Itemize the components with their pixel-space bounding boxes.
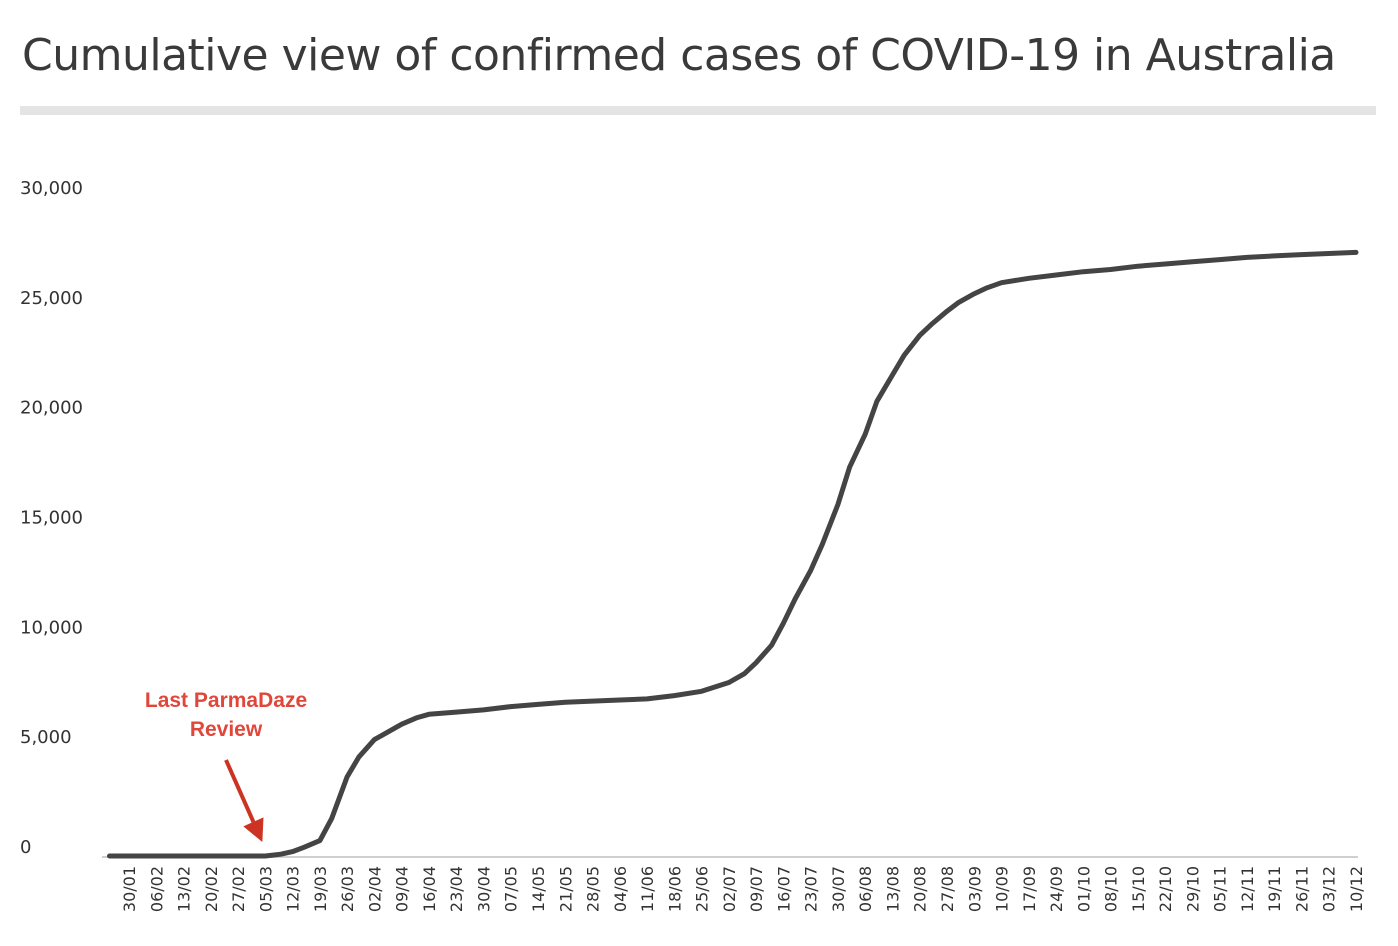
y-tick-label: 10,000 <box>20 617 83 638</box>
x-tick-label: 13/08 <box>883 866 902 912</box>
x-tick-label: 08/10 <box>1102 866 1121 912</box>
x-tick-label: 12/03 <box>284 866 303 912</box>
x-tick-label: 15/10 <box>1129 866 1148 912</box>
x-tick-label: 30/04 <box>474 866 493 912</box>
y-tick-label: 0 <box>20 837 31 858</box>
annotation-label: Last ParmaDaze <box>145 689 307 712</box>
x-tick-label: 21/05 <box>556 866 575 912</box>
x-tick-label: 20/08 <box>911 866 930 912</box>
x-tick-label: 01/10 <box>1074 866 1093 912</box>
x-tick-label: 28/05 <box>584 866 603 912</box>
x-tick-label: 05/03 <box>256 866 275 912</box>
annotation-arrow-shaft <box>224 759 256 823</box>
x-tick-label: 06/02 <box>147 866 166 912</box>
x-tick-label: 30/07 <box>829 866 848 912</box>
x-tick-label: 13/02 <box>175 866 194 912</box>
x-tick-label: 26/11 <box>1292 866 1311 912</box>
chart-title: Cumulative view of confirmed cases of CO… <box>22 30 1336 81</box>
x-tick-label: 16/07 <box>774 866 793 912</box>
x-tick-label: 12/11 <box>1238 866 1257 912</box>
x-tick-label: 06/08 <box>856 866 875 912</box>
x-tick-label: 18/06 <box>665 866 684 912</box>
x-tick-label: 04/06 <box>611 866 630 912</box>
y-tick-label: 20,000 <box>20 398 83 419</box>
title-divider <box>20 106 1376 115</box>
y-tick-label: 30,000 <box>20 178 83 199</box>
x-tick-label: 23/04 <box>447 866 466 912</box>
x-tick-label: 10/12 <box>1347 866 1366 912</box>
cases-series-line <box>107 249 1359 859</box>
x-tick-label: 22/10 <box>1156 866 1175 912</box>
x-tick-label: 09/07 <box>747 866 766 912</box>
x-tick-label: 02/07 <box>720 866 739 912</box>
x-tick-label: 16/04 <box>420 866 439 912</box>
x-tick-label: 03/12 <box>1320 866 1339 912</box>
y-tick-label: 15,000 <box>20 508 83 529</box>
x-tick-label: 25/06 <box>693 866 712 912</box>
annotation-arrow-head <box>243 817 264 842</box>
x-tick-label: 23/07 <box>802 866 821 912</box>
x-tick-label: 27/08 <box>938 866 957 912</box>
x-tick-label: 05/11 <box>1211 866 1230 912</box>
annotation-label: Review <box>190 718 263 741</box>
y-tick-label: 25,000 <box>20 288 83 309</box>
x-tick-label: 19/11 <box>1265 866 1284 912</box>
x-tick-label: 03/09 <box>965 866 984 912</box>
y-tick-label: 5,000 <box>20 727 72 748</box>
x-tick-label: 02/04 <box>365 866 384 912</box>
x-tick-label: 30/01 <box>120 866 139 912</box>
x-tick-label: 20/02 <box>202 866 221 912</box>
x-tick-label: 14/05 <box>529 866 548 912</box>
x-tick-label: 17/09 <box>1020 866 1039 912</box>
x-tick-label: 29/10 <box>1183 866 1202 912</box>
x-tick-label: 27/02 <box>229 866 248 912</box>
x-tick-label: 11/06 <box>638 866 657 912</box>
x-tick-label: 26/03 <box>338 866 357 912</box>
x-tick-label: 19/03 <box>311 866 330 912</box>
x-tick-label: 09/04 <box>393 866 412 912</box>
x-tick-label: 10/09 <box>993 866 1012 912</box>
x-tick-label: 24/09 <box>1047 866 1066 912</box>
x-tick-label: 07/05 <box>502 866 521 912</box>
